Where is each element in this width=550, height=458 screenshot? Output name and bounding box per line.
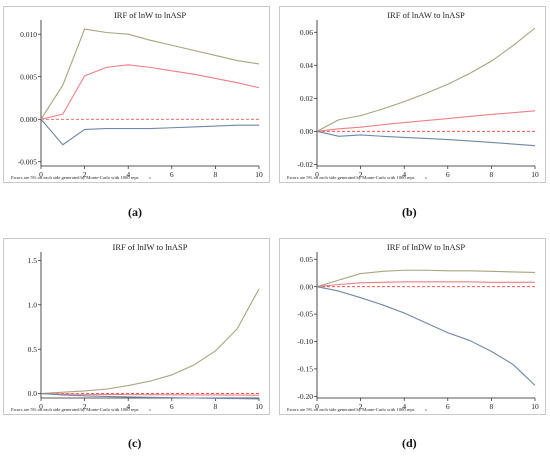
x-tick-label: 2 xyxy=(83,402,87,411)
x-tick-label: 10 xyxy=(255,402,263,411)
x-tick-label: 10 xyxy=(531,170,539,179)
x-axis-label: s xyxy=(149,407,151,412)
irf-panel-4: IRF of lnDW to lnASP -0.20 -0.15 -0.10 -0.05… xyxy=(279,238,546,415)
y-tick-label: -0.15 xyxy=(297,365,313,374)
x-tick-label: 8 xyxy=(490,402,494,411)
y-tick-label: 0.0 xyxy=(28,389,38,398)
y-tick-label: -0.005 xyxy=(18,157,38,166)
chart-footnote: Errors are 5% on each side generated by … xyxy=(287,175,415,180)
panel-label-d: (d) xyxy=(402,436,417,450)
panel-frame xyxy=(279,238,546,415)
x-tick-label: 6 xyxy=(170,402,174,411)
irf-line xyxy=(316,281,535,288)
chart-title: IRF of lnW to lnASP xyxy=(114,10,186,20)
y-tick-label: -0.20 xyxy=(297,392,313,401)
x-tick-label: 0 xyxy=(315,170,319,179)
x-tick-label: 8 xyxy=(490,170,494,179)
x-tick-label: 6 xyxy=(446,170,450,179)
chart-title: IRF of lnAW to lnASP xyxy=(387,10,465,20)
x-tick-label: 4 xyxy=(402,170,406,179)
y-tick-label: 0.02 xyxy=(300,94,313,103)
lower-bound-line xyxy=(40,393,260,400)
y-tick-label: -0.10 xyxy=(297,337,313,346)
chart-footnote: Errors are 5% on each side generated by … xyxy=(11,407,139,412)
x-tick-label: 4 xyxy=(126,402,130,411)
chart-footnote: Errors are 5% on each side generated by … xyxy=(11,175,139,180)
x-tick-label: 4 xyxy=(402,402,406,411)
panel-label-a: (a) xyxy=(128,205,142,219)
y-tick-label: 1.5 xyxy=(28,256,38,265)
x-tick-label: 2 xyxy=(359,402,363,411)
y-tick-label: 0.00 xyxy=(300,282,313,291)
chart-title: IRF of lnIW to lnASP xyxy=(113,242,188,252)
chart-footnote: Errors are 5% on each side generated by … xyxy=(287,407,415,412)
upper-bound-line xyxy=(40,28,260,120)
upper-bound-line xyxy=(40,288,260,395)
lower-bound-line xyxy=(316,130,536,147)
panel-frame xyxy=(3,238,270,415)
x-tick-label: 0 xyxy=(39,170,43,179)
x-tick-label: 6 xyxy=(446,402,450,411)
x-tick-label: 8 xyxy=(214,402,218,411)
lower-bound-line xyxy=(316,286,536,386)
y-tick-label: 0.010 xyxy=(20,30,37,39)
x-tick-label: 0 xyxy=(315,402,319,411)
lower-bound-line xyxy=(40,118,259,146)
x-tick-label: 10 xyxy=(531,402,539,411)
upper-bound-line xyxy=(316,269,536,288)
x-tick-label: 8 xyxy=(214,170,218,179)
x-axis-label: s xyxy=(425,407,427,412)
y-tick-label: 0.06 xyxy=(300,28,313,37)
y-tick-label: 0.005 xyxy=(20,72,37,81)
y-tick-label: 0.00 xyxy=(300,127,313,136)
y-tick-label: -0.05 xyxy=(297,310,313,319)
y-tick-label: 0.000 xyxy=(20,115,37,124)
irf-panel-3: IRF of lnIW to lnASP 0.0 0.5 1.0 1.5 0 2 4 6 8 10 s… xyxy=(3,238,270,415)
panel-frame xyxy=(3,6,270,183)
y-tick-label: 1.0 xyxy=(28,300,38,309)
x-tick-label: 10 xyxy=(255,170,263,179)
x-tick-label: 2 xyxy=(83,170,87,179)
y-tick-label: 0.04 xyxy=(300,61,313,70)
irf-line xyxy=(40,64,260,120)
panel-label-b: (b) xyxy=(402,205,417,219)
y-tick-label: 0.05 xyxy=(300,255,313,264)
y-tick-label: 0.5 xyxy=(28,345,38,354)
x-axis-label: s xyxy=(425,175,427,180)
x-tick-label: 0 xyxy=(39,402,43,411)
chart-title: IRF of lnDW to lnASP xyxy=(387,242,466,252)
y-tick-label: -0.02 xyxy=(297,160,313,169)
irf-line xyxy=(316,110,536,132)
panel-frame xyxy=(279,6,546,183)
x-tick-label: 2 xyxy=(359,170,363,179)
x-axis-label: s xyxy=(149,175,151,180)
irf-panel-1: IRF of lnW to lnASP -0.005 0.000 0.005 0.010… xyxy=(3,6,270,183)
upper-bound-line xyxy=(316,27,536,132)
panel-label-c: (c) xyxy=(128,436,142,450)
irf-line xyxy=(40,393,260,396)
x-tick-label: 4 xyxy=(126,170,130,179)
irf-panel-2: IRF of lnAW to lnASP -0.02 0.00 0.02 0.04 0.0… xyxy=(279,6,546,183)
x-tick-label: 6 xyxy=(170,170,174,179)
